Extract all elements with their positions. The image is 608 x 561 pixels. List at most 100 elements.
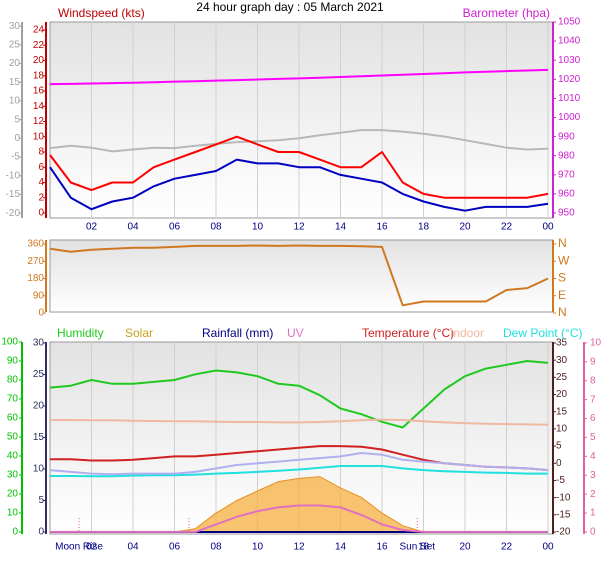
x-tick-label: 16 [376, 542, 388, 553]
y-tick-label: W [558, 253, 570, 267]
line [49, 129, 549, 153]
y-tick-label: 9 [590, 356, 596, 367]
event-label: Moon Rise [55, 542, 103, 553]
y-tick-label: -5 [556, 475, 565, 486]
y-tick-label: 2 [590, 489, 596, 500]
y-tick-label: -20 [6, 208, 21, 219]
y-tick-label: 20 [556, 389, 568, 400]
y-tick-label: 80 [7, 375, 19, 386]
y-tick-label: 980 [558, 150, 575, 161]
y-tick-label: 20 [33, 55, 45, 66]
y-tick-label: 90 [7, 356, 19, 367]
line [49, 360, 549, 429]
y-tick-label: 12 [33, 116, 45, 127]
y-tick-label: 10 [33, 464, 45, 475]
y-tick-label: 4 [38, 177, 44, 188]
plot-background [49, 239, 554, 313]
line [49, 68, 549, 86]
y-tick-label: 0 [12, 527, 18, 538]
y-tick-label: E [558, 288, 566, 302]
y-tick-label: 8 [38, 147, 44, 158]
y-tick-label: 24 [33, 25, 45, 36]
x-tick-label: 22 [501, 542, 513, 553]
y-tick-label: 14 [33, 101, 45, 112]
y-tick-label: 20 [33, 401, 45, 412]
legend-entry: Dew Point (°C) [503, 326, 582, 340]
y-tick-label: -10 [556, 492, 571, 503]
legend-entry: Solar [125, 326, 153, 340]
y-tick-label: 50 [7, 432, 19, 443]
y-tick-label: 5 [556, 441, 562, 452]
y-tick-label: 7 [590, 394, 596, 405]
x-tick-label: 10 [252, 222, 264, 233]
legend-entry: UV [287, 326, 304, 340]
y-tick-label: 30 [9, 21, 21, 32]
y-tick-label: 20 [7, 489, 19, 500]
y-tick-label: 100 [1, 337, 18, 348]
y-tick-label: 35 [556, 338, 568, 349]
x-tick-label: 10 [252, 542, 264, 553]
y-tick-label: 180 [27, 273, 44, 284]
y-tick-label: 6 [38, 162, 44, 173]
axis-title: Barometer (hpa) [463, 6, 550, 20]
y-tick-label: 990 [558, 131, 575, 142]
x-tick-label: 16 [376, 222, 388, 233]
y-tick-label: 1 [590, 508, 596, 519]
y-tick-label: 30 [7, 470, 19, 481]
x-tick-label: 02 [86, 542, 98, 553]
y-tick-label: 10 [33, 131, 45, 142]
x-tick-label: 22 [501, 222, 513, 233]
y-tick-label: 1050 [558, 17, 581, 28]
y-tick-label: 10 [7, 508, 19, 519]
legend-entry: Rainfall (mm) [202, 326, 273, 340]
y-tick-label: 5 [590, 432, 596, 443]
y-tick-label: -10 [6, 170, 21, 181]
x-tick-label: 18 [418, 542, 430, 553]
y-tick-label: S [558, 271, 566, 285]
x-tick-label: 20 [459, 542, 471, 553]
y-tick-label: 5 [14, 114, 20, 125]
x-tick-label: 14 [335, 222, 347, 233]
y-tick-label: 3 [590, 470, 596, 481]
y-tick-label: 360 [27, 239, 44, 250]
y-tick-label: 0 [14, 133, 20, 144]
y-tick-label: 70 [7, 394, 19, 405]
x-tick-label: 08 [210, 542, 222, 553]
y-tick-label: 970 [558, 169, 575, 180]
y-tick-label: 15 [9, 77, 21, 88]
y-tick-label: 1040 [558, 36, 581, 47]
y-tick-label: 25 [556, 372, 568, 383]
line [50, 504, 548, 533]
legend-entry: Humidity [57, 326, 104, 340]
y-tick-label: 10 [590, 338, 602, 349]
y-tick-label: 960 [558, 189, 575, 200]
y-tick-label: 5 [38, 495, 44, 506]
y-tick-label: 2 [38, 192, 44, 203]
x-tick-label: 18 [418, 222, 430, 233]
y-tick-label: 15 [33, 432, 45, 443]
y-tick-label: 1010 [558, 93, 581, 104]
y-tick-label: -5 [11, 152, 20, 163]
y-tick-label: 0 [38, 208, 44, 219]
legend-entry: Indoor [450, 326, 484, 340]
y-tick-label: 40 [7, 451, 19, 462]
axis-title: Windspeed (kts) [58, 6, 145, 20]
x-tick-label: 06 [169, 542, 181, 553]
y-tick-label: 60 [7, 413, 19, 424]
x-tick-label: 12 [293, 542, 305, 553]
y-tick-label: 0 [38, 308, 44, 319]
line [49, 135, 549, 199]
y-tick-label: -15 [556, 509, 571, 520]
y-tick-label: 10 [556, 424, 568, 435]
y-tick-label: 6 [590, 413, 596, 424]
y-tick-label: 20 [9, 58, 21, 69]
y-tick-label: -15 [6, 189, 21, 200]
x-tick-label: 00 [542, 542, 554, 553]
y-tick-label: 270 [27, 256, 44, 267]
x-tick-label: 20 [459, 222, 471, 233]
event-label: Sun Set [399, 542, 435, 553]
page-title: 24 hour graph day : 05 March 2021 [196, 0, 384, 14]
y-tick-label: 90 [33, 290, 45, 301]
y-tick-label: 4 [590, 451, 596, 462]
